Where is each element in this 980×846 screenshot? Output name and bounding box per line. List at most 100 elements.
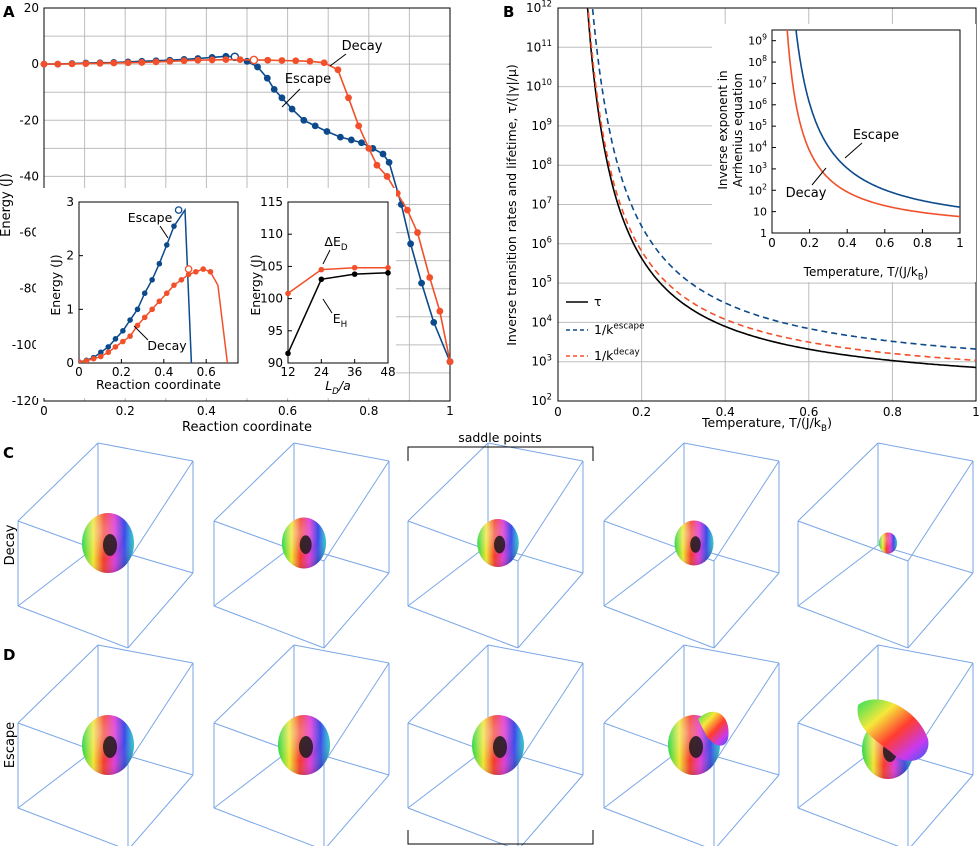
data-point-decay — [152, 58, 160, 66]
data-point-decay — [141, 314, 148, 321]
y-tick-label: 2 — [66, 249, 74, 263]
x-tick-label: 0.2 — [632, 405, 651, 419]
data-point-escape — [171, 223, 177, 229]
bounding-box — [17, 442, 194, 649]
x-tick-label: 0.4 — [154, 365, 173, 379]
series-line-eh — [287, 272, 389, 354]
data-point-escape — [105, 344, 112, 350]
data-point-decay — [292, 57, 300, 65]
data-point-decay — [82, 60, 90, 67]
data-point-escape — [263, 74, 271, 82]
data-point-decay — [345, 94, 352, 102]
x-tick-label: 0.8 — [913, 236, 932, 250]
data-point-decay — [207, 268, 214, 275]
series-group — [79, 206, 229, 363]
y-tick-label: 3 — [66, 195, 74, 209]
data-point-ed — [385, 264, 391, 271]
x-axis-label: LD/a — [325, 378, 351, 397]
x-tick-label: 0.6 — [799, 405, 818, 419]
data-point-escape — [156, 260, 163, 267]
annotation-decay-pointer — [133, 325, 149, 341]
hopfion-extension — [698, 711, 729, 746]
x-tick-label: 1 — [956, 236, 964, 250]
y-tick-label: 115 — [260, 195, 283, 209]
y-tick-label: 1010 — [526, 77, 552, 93]
y-tick-label: 1 — [760, 227, 767, 240]
data-point-escape — [336, 133, 344, 141]
data-point-decay — [138, 59, 146, 66]
data-point-eh — [385, 270, 391, 276]
hopfion-hole — [299, 736, 313, 758]
data-point-escape — [141, 290, 148, 297]
data-point-decay — [200, 266, 207, 272]
legend-label: 1/kdecay — [594, 347, 640, 363]
y-tick-label: 1011 — [526, 38, 552, 54]
annotation-escape: Escape — [853, 128, 899, 143]
series-line-ed — [287, 266, 388, 295]
hopfion-renders — [17, 442, 974, 846]
y-tick-label: 103 — [531, 352, 552, 368]
plot-frame — [287, 201, 389, 364]
data-point-escape — [311, 122, 319, 130]
data-point-decay — [373, 161, 381, 169]
x-tick-label: 36 — [347, 365, 362, 379]
panel-label-a: A — [3, 3, 15, 21]
y-tick-label: 105 — [260, 259, 283, 273]
hopfion — [82, 513, 134, 573]
y-axis-label: Energy (J) — [248, 254, 263, 315]
series-line-escape — [79, 207, 193, 363]
x-tick-label: 0.2 — [800, 236, 819, 250]
data-point-decay — [171, 282, 177, 288]
annotation-eh: EH — [333, 311, 348, 330]
y-tick-label: 100 — [260, 292, 283, 306]
render-escape-4 — [603, 644, 780, 846]
row-label-escape: Escape — [3, 722, 18, 768]
data-point-decay — [98, 353, 104, 360]
y-tick-label: 20 — [24, 1, 39, 15]
y-tick-label: 106 — [748, 97, 767, 112]
render-escape-2 — [213, 644, 390, 846]
data-point-decay — [96, 59, 104, 67]
hopfion — [668, 711, 729, 775]
x-tick-label: 24 — [314, 365, 329, 379]
hopfion-hole — [493, 736, 507, 758]
saddle-marker-escape — [174, 206, 183, 214]
data-point-escape — [347, 136, 355, 144]
data-point-escape — [430, 319, 438, 326]
hopfion — [857, 699, 929, 779]
render-escape-5 — [797, 644, 974, 846]
bounding-box — [213, 442, 390, 649]
saddle-bracket-top — [407, 446, 594, 461]
hopfion-hole — [689, 736, 703, 758]
data-point-escape — [270, 86, 278, 93]
y-tick-label: -100 — [12, 338, 39, 352]
y-tick-label: -20 — [19, 113, 39, 127]
bounding-box — [407, 442, 584, 649]
hopfion — [82, 715, 134, 775]
data-point-escape — [418, 279, 425, 287]
saddle-points-label: saddle points — [458, 430, 542, 445]
data-point-escape — [98, 349, 104, 356]
data-point-decay — [185, 271, 192, 278]
y-tick-label: -40 — [19, 169, 39, 183]
data-point-escape — [358, 139, 365, 147]
data-point-escape — [112, 336, 119, 342]
data-point-decay — [193, 268, 199, 275]
y-tick-label: 10 — [753, 206, 767, 219]
x-tick-label: 0.2 — [112, 365, 131, 379]
data-point-decay — [127, 333, 133, 339]
series-group — [786, 30, 960, 218]
series-line-decay — [587, 8, 976, 362]
data-point-decay — [134, 322, 141, 329]
data-point-decay — [110, 59, 118, 67]
y-tick-label: 107 — [531, 195, 552, 211]
hopfion-shading — [878, 532, 898, 554]
series-line-escape — [795, 30, 960, 208]
data-point-eh — [318, 276, 325, 283]
data-point-escape — [149, 277, 155, 283]
data-point-decay — [194, 56, 202, 64]
data-point-decay — [222, 56, 230, 64]
data-point-decay — [40, 60, 48, 68]
y-tick-label: 104 — [531, 313, 552, 329]
x-tick-label: 0.4 — [716, 405, 735, 419]
